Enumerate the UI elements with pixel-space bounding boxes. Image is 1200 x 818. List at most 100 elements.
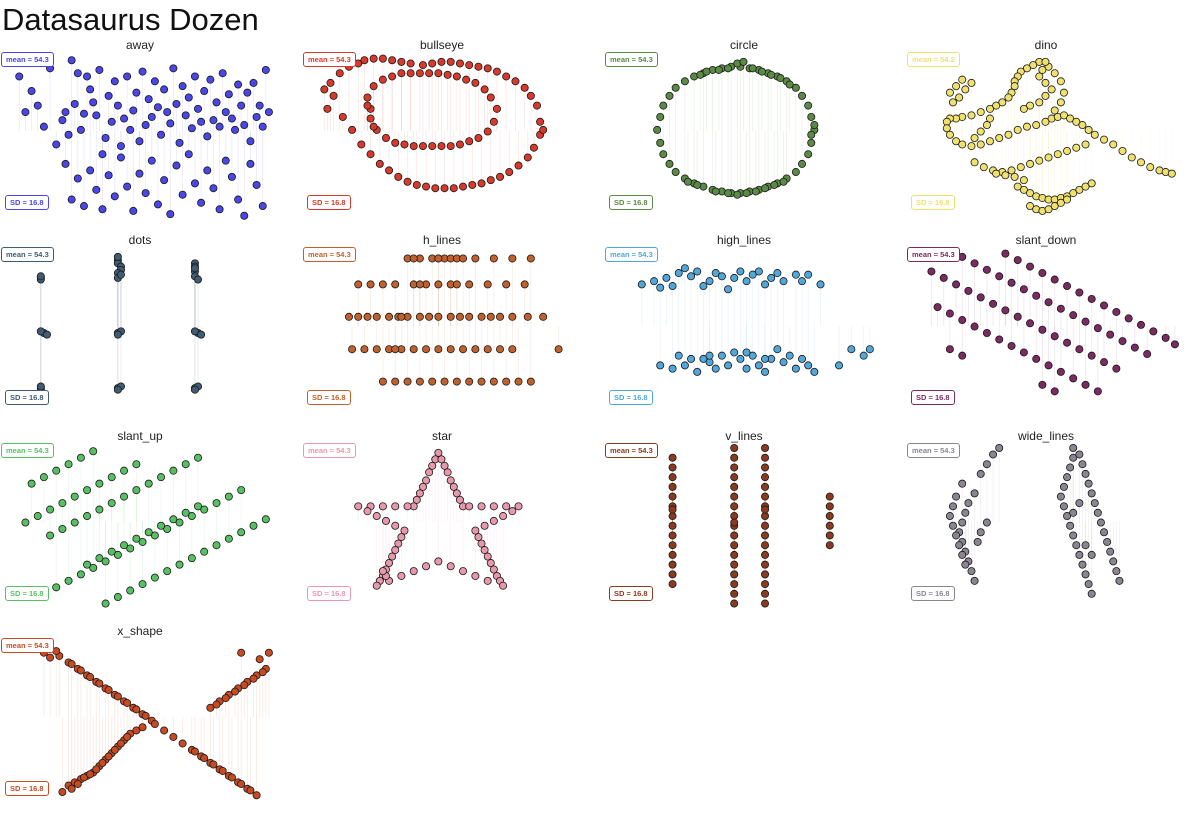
data-point bbox=[1093, 387, 1102, 396]
data-point bbox=[107, 117, 116, 126]
data-point bbox=[422, 476, 431, 485]
data-point bbox=[1044, 153, 1053, 162]
data-point bbox=[825, 541, 834, 550]
data-point bbox=[200, 505, 209, 514]
data-point bbox=[190, 327, 199, 336]
mean-badge: mean = 54.3 bbox=[907, 247, 960, 262]
data-point bbox=[489, 377, 498, 386]
data-point bbox=[761, 453, 770, 462]
data-point bbox=[415, 489, 424, 498]
data-point bbox=[1066, 521, 1075, 530]
data-point bbox=[129, 206, 138, 215]
data-point bbox=[264, 108, 273, 117]
data-point bbox=[705, 277, 714, 286]
data-point bbox=[428, 59, 437, 68]
mean-badge: mean = 54.3 bbox=[907, 443, 960, 458]
data-point bbox=[502, 502, 511, 511]
data-point bbox=[449, 482, 458, 491]
data-point bbox=[1112, 307, 1121, 316]
panel-title: high_lines bbox=[716, 233, 772, 247]
data-point bbox=[807, 112, 816, 121]
data-point bbox=[64, 460, 73, 469]
data-point bbox=[1063, 195, 1072, 204]
data-point bbox=[36, 327, 45, 336]
mean-badge: mean = 54.3 bbox=[1, 443, 54, 458]
sd-badge: SD = 16.8 bbox=[911, 390, 955, 405]
data-point bbox=[437, 455, 446, 464]
data-point bbox=[391, 502, 400, 511]
data-point bbox=[1013, 256, 1022, 265]
data-point bbox=[388, 552, 397, 561]
data-point bbox=[187, 512, 196, 521]
data-point bbox=[446, 142, 455, 151]
panel-title: star bbox=[431, 429, 452, 443]
data-point bbox=[798, 159, 807, 168]
data-point bbox=[492, 67, 501, 76]
data-point bbox=[668, 521, 677, 530]
data-point bbox=[967, 567, 976, 576]
data-point bbox=[46, 653, 55, 662]
data-point bbox=[1004, 93, 1013, 102]
data-point bbox=[767, 273, 776, 282]
data-point bbox=[1109, 140, 1118, 149]
panel-title: bullseye bbox=[419, 38, 465, 52]
data-point bbox=[92, 111, 101, 120]
data-point bbox=[169, 466, 178, 475]
data-point bbox=[754, 267, 763, 276]
panel-x-shape: x_shape mean = 54.3 SD = 16.8 bbox=[0, 623, 300, 818]
data-point bbox=[1041, 117, 1050, 126]
data-point bbox=[730, 599, 739, 608]
data-point bbox=[1050, 69, 1059, 78]
data-point bbox=[1050, 275, 1059, 284]
data-point bbox=[668, 570, 677, 579]
data-point bbox=[320, 85, 329, 94]
data-point bbox=[477, 539, 486, 548]
data-point bbox=[169, 64, 178, 73]
data-point bbox=[1050, 202, 1059, 211]
data-point bbox=[240, 681, 249, 690]
data-point bbox=[982, 329, 991, 338]
data-point bbox=[1069, 374, 1078, 383]
data-point bbox=[452, 280, 461, 289]
data-point bbox=[1137, 158, 1146, 167]
data-point bbox=[21, 518, 30, 527]
data-point bbox=[958, 479, 967, 488]
data-point bbox=[1161, 333, 1170, 342]
data-point bbox=[1078, 460, 1087, 469]
data-point bbox=[79, 109, 88, 118]
data-point bbox=[252, 112, 261, 121]
data-point bbox=[1019, 185, 1028, 194]
data-point bbox=[212, 98, 221, 107]
data-point bbox=[659, 101, 668, 110]
data-point bbox=[372, 312, 381, 321]
data-point bbox=[83, 560, 92, 569]
data-point bbox=[982, 518, 991, 527]
data-point bbox=[1056, 492, 1065, 501]
data-point bbox=[680, 264, 689, 273]
data-point bbox=[687, 272, 696, 281]
data-point bbox=[218, 766, 227, 775]
data-point bbox=[209, 184, 218, 193]
data-point bbox=[767, 70, 776, 79]
data-point bbox=[104, 685, 113, 694]
data-point bbox=[653, 125, 662, 134]
data-point bbox=[465, 377, 474, 386]
data-point bbox=[1063, 338, 1072, 347]
data-point bbox=[554, 345, 563, 354]
data-point bbox=[33, 512, 42, 521]
data-point bbox=[1078, 121, 1087, 130]
data-point bbox=[499, 512, 508, 521]
data-point bbox=[144, 528, 153, 537]
data-point bbox=[79, 773, 88, 782]
data-point bbox=[976, 528, 985, 537]
data-point bbox=[798, 354, 807, 363]
data-point bbox=[502, 280, 511, 289]
data-point bbox=[1127, 153, 1136, 162]
data-point bbox=[748, 351, 757, 360]
sd-badge: SD = 16.8 bbox=[911, 586, 955, 601]
data-point bbox=[141, 189, 150, 198]
data-point bbox=[434, 345, 443, 354]
data-point bbox=[335, 69, 344, 78]
data-point bbox=[480, 521, 489, 530]
data-point bbox=[1001, 306, 1010, 315]
